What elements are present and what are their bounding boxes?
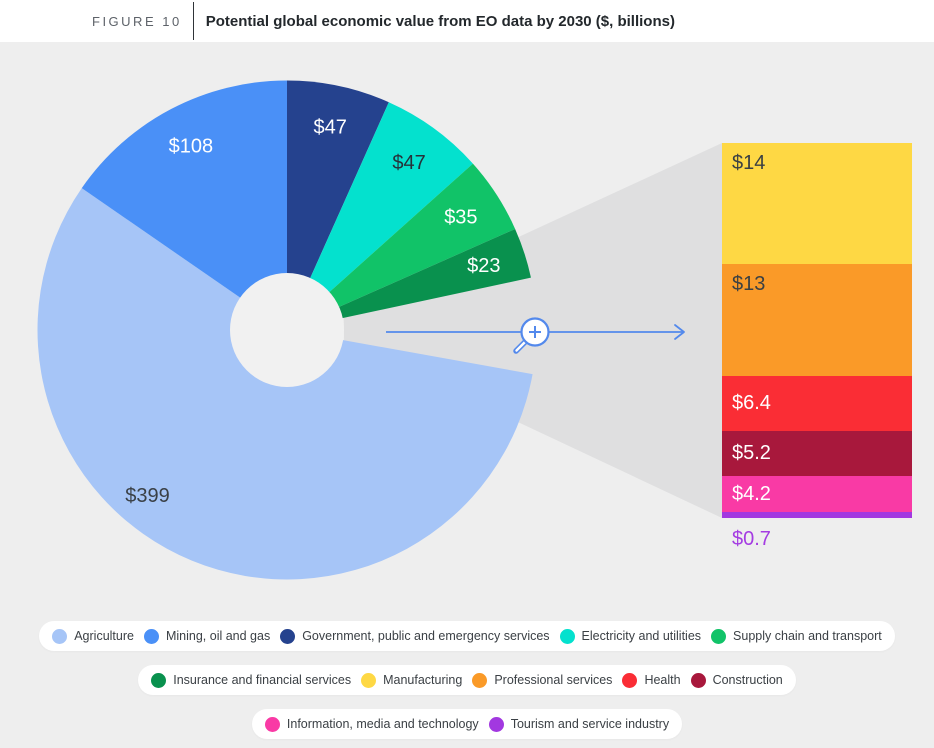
legend-label: Mining, oil and gas (165, 629, 271, 643)
legend-dot-supply-chain (711, 628, 727, 644)
pie-slice-government (287, 80, 389, 330)
legend-item-construction: Construction (690, 672, 783, 688)
pie-slice-supply-chain (287, 163, 516, 330)
legend-item-insurance: Insurance and financial services (151, 672, 352, 688)
legend-dot-government (280, 628, 296, 644)
legend-label: Government, public and emergency service… (302, 629, 550, 643)
legend-label: Agriculture (74, 629, 134, 643)
donut-chart-svg: $47 $47 $35 $23 $399 $108 (37, 80, 722, 580)
legend-label: Professional services (494, 673, 613, 687)
legend: Agriculture Mining, oil and gas Government… (0, 621, 934, 739)
legend-item-supply-chain: Supply chain and transport (711, 628, 882, 644)
pie-label-government: $47 (314, 117, 347, 139)
legend-item-health: Health (622, 672, 681, 688)
bar-segment-manufacturing: $14 (722, 143, 912, 264)
pie-label-electricity: $47 (392, 152, 425, 174)
magnifier-handle-inner (515, 340, 527, 352)
legend-item-government: Government, public and emergency service… (280, 628, 550, 644)
legend-dot-agriculture (52, 628, 68, 644)
pie-label-agriculture: $399 (125, 485, 170, 507)
legend-dot-information (264, 716, 280, 732)
pie-label-mining: $108 (169, 136, 214, 158)
legend-item-agriculture: Agriculture (52, 628, 134, 644)
legend-dot-manufacturing (361, 672, 377, 688)
legend-label: Supply chain and transport (733, 629, 882, 643)
legend-label: Information, media and technology (286, 717, 479, 731)
legend-label: Electricity and utilities (581, 629, 702, 643)
pie-slice-insurance (287, 228, 531, 330)
legend-dot-professional-services (472, 672, 488, 688)
figure-title: Potential global economic value from EO … (205, 12, 675, 30)
bar-label-manufacturing: $14 (732, 152, 766, 174)
legend-dot-construction (690, 672, 706, 688)
bar-label-professional-services: $13 (732, 272, 766, 295)
legend-item-information: Information, media and technology (264, 716, 479, 732)
bar-label-tourism: $0.7 (732, 528, 771, 550)
pie-slice-mining (81, 80, 287, 330)
bar-label-construction: $5.2 (732, 442, 771, 465)
figure-header: FIGURE 10 Potential global economic valu… (0, 0, 934, 42)
legend-label: Construction (712, 673, 783, 687)
chart-area: $47 $47 $35 $23 $399 $108 $14 $13 $6.4 $5.2 $4.2 … (0, 42, 934, 748)
legend-row-3: Information, media and technology Tourism… (251, 709, 683, 739)
legend-label: Health (644, 673, 681, 687)
bar-segment-professional-services: $13 (722, 263, 912, 376)
donut-hole (230, 273, 344, 387)
pie-slice-electricity (287, 102, 473, 330)
legend-dot-insurance (151, 672, 167, 688)
pie-label-insurance: $23 (467, 255, 500, 277)
bar-segment-information: $4.2 (722, 475, 912, 512)
bar-segment-construction: $5.2 (722, 430, 912, 476)
legend-item-electricity: Electricity and utilities (559, 628, 702, 644)
bar-label-health: $6.4 (732, 392, 771, 415)
zoom-arrow-head (674, 324, 685, 340)
pie-label-supply-chain: $35 (444, 207, 477, 229)
bar-segment-tourism (722, 511, 912, 518)
legend-dot-health (622, 672, 638, 688)
legend-row-1: Agriculture Mining, oil and gas Government… (39, 621, 895, 651)
legend-dot-tourism (488, 716, 504, 732)
figure-label: FIGURE 10 (92, 13, 182, 29)
legend-row-2: Insurance and financial services Manufact… (138, 665, 796, 695)
legend-item-manufacturing: Manufacturing (361, 672, 463, 688)
bar-segment-health: $6.4 (722, 375, 912, 431)
header-divider (192, 2, 194, 40)
zoom-bar: $14 $13 $6.4 $5.2 $4.2 (722, 143, 912, 518)
legend-label: Manufacturing (383, 673, 463, 687)
legend-dot-mining (143, 628, 159, 644)
legend-item-professional-services: Professional services (472, 672, 613, 688)
legend-item-tourism: Tourism and service industry (488, 716, 670, 732)
legend-dot-electricity (559, 628, 575, 644)
legend-item-mining: Mining, oil and gas (143, 628, 271, 644)
legend-label: Insurance and financial services (173, 673, 352, 687)
bar-label-information: $4.2 (732, 482, 771, 505)
legend-label: Tourism and service industry (510, 717, 670, 731)
